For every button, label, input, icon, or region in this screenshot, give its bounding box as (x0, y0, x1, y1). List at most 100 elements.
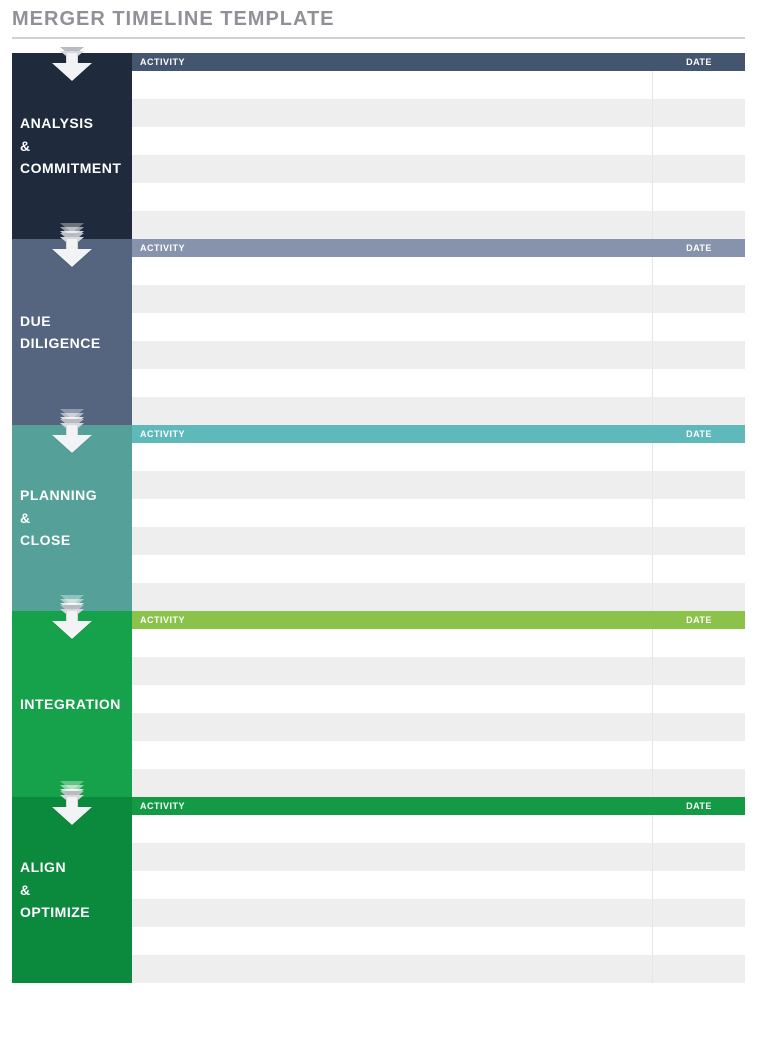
cell-date[interactable] (653, 313, 745, 341)
table-row[interactable] (132, 257, 745, 285)
table-row[interactable] (132, 713, 745, 741)
cell-activity[interactable] (132, 713, 653, 741)
cell-date[interactable] (653, 555, 745, 583)
cell-activity[interactable] (132, 313, 653, 341)
table-row[interactable] (132, 99, 745, 127)
phase-label-due-diligence: DUE DILIGENCE (12, 239, 132, 425)
cell-activity[interactable] (132, 211, 653, 239)
cell-date[interactable] (653, 629, 745, 657)
cell-date[interactable] (653, 741, 745, 769)
table-row[interactable] (132, 341, 745, 369)
cell-date[interactable] (653, 183, 745, 211)
phase-label-text: PLANNING & CLOSE (20, 484, 124, 551)
table-row[interactable] (132, 843, 745, 871)
table-row[interactable] (132, 815, 745, 843)
cell-activity[interactable] (132, 629, 653, 657)
table-row[interactable] (132, 583, 745, 611)
arrow-down-icon (52, 233, 92, 267)
table-row[interactable] (132, 871, 745, 899)
cell-date[interactable] (653, 127, 745, 155)
cell-date[interactable] (653, 369, 745, 397)
table-row[interactable] (132, 443, 745, 471)
table-row[interactable] (132, 397, 745, 425)
table-row[interactable] (132, 899, 745, 927)
column-header-row: ACTIVITYDATE (132, 425, 745, 443)
cell-date[interactable] (653, 99, 745, 127)
cell-date[interactable] (653, 443, 745, 471)
cell-activity[interactable] (132, 927, 653, 955)
cell-activity[interactable] (132, 443, 653, 471)
cell-activity[interactable] (132, 527, 653, 555)
cell-date[interactable] (653, 257, 745, 285)
table-row[interactable] (132, 71, 745, 99)
table-row[interactable] (132, 313, 745, 341)
cell-activity[interactable] (132, 499, 653, 527)
table-row[interactable] (132, 471, 745, 499)
cell-activity[interactable] (132, 769, 653, 797)
cell-date[interactable] (653, 527, 745, 555)
cell-activity[interactable] (132, 555, 653, 583)
phase-label-text: ALIGN & OPTIMIZE (20, 856, 124, 923)
table-row[interactable] (132, 211, 745, 239)
table-row[interactable] (132, 927, 745, 955)
phase-align-optimize: ALIGN & OPTIMIZEACTIVITYDATE (12, 797, 745, 983)
cell-activity[interactable] (132, 183, 653, 211)
cell-date[interactable] (653, 471, 745, 499)
table-row[interactable] (132, 285, 745, 313)
cell-date[interactable] (653, 657, 745, 685)
cell-date[interactable] (653, 927, 745, 955)
cell-activity[interactable] (132, 955, 653, 983)
cell-activity[interactable] (132, 71, 653, 99)
table-row[interactable] (132, 555, 745, 583)
table-row[interactable] (132, 527, 745, 555)
cell-date[interactable] (653, 71, 745, 99)
cell-activity[interactable] (132, 657, 653, 685)
cell-activity[interactable] (132, 741, 653, 769)
cell-date[interactable] (653, 397, 745, 425)
table-row[interactable] (132, 183, 745, 211)
cell-activity[interactable] (132, 155, 653, 183)
table-row[interactable] (132, 369, 745, 397)
cell-date[interactable] (653, 583, 745, 611)
cell-date[interactable] (653, 769, 745, 797)
cell-date[interactable] (653, 341, 745, 369)
merger-timeline-template: MERGER TIMELINE TEMPLATE ANALYSIS & COMM… (0, 0, 757, 995)
cell-date[interactable] (653, 899, 745, 927)
table-row[interactable] (132, 127, 745, 155)
table-row[interactable] (132, 769, 745, 797)
table-row[interactable] (132, 955, 745, 983)
cell-activity[interactable] (132, 99, 653, 127)
cell-activity[interactable] (132, 471, 653, 499)
table-row[interactable] (132, 155, 745, 183)
cell-date[interactable] (653, 499, 745, 527)
cell-activity[interactable] (132, 815, 653, 843)
cell-activity[interactable] (132, 843, 653, 871)
table-row[interactable] (132, 657, 745, 685)
cell-activity[interactable] (132, 899, 653, 927)
table-row[interactable] (132, 629, 745, 657)
table-row[interactable] (132, 685, 745, 713)
cell-activity[interactable] (132, 583, 653, 611)
cell-activity[interactable] (132, 369, 653, 397)
cell-date[interactable] (653, 211, 745, 239)
cell-date[interactable] (653, 285, 745, 313)
cell-date[interactable] (653, 955, 745, 983)
cell-date[interactable] (653, 843, 745, 871)
phase-content: ACTIVITYDATE (132, 239, 745, 425)
cell-activity[interactable] (132, 685, 653, 713)
cell-date[interactable] (653, 713, 745, 741)
cell-activity[interactable] (132, 127, 653, 155)
cell-date[interactable] (653, 871, 745, 899)
cell-date[interactable] (653, 155, 745, 183)
cell-activity[interactable] (132, 257, 653, 285)
cell-activity[interactable] (132, 397, 653, 425)
cell-date[interactable] (653, 685, 745, 713)
cell-activity[interactable] (132, 285, 653, 313)
table-row[interactable] (132, 499, 745, 527)
cell-date[interactable] (653, 815, 745, 843)
table-row[interactable] (132, 741, 745, 769)
cell-activity[interactable] (132, 871, 653, 899)
cell-activity[interactable] (132, 341, 653, 369)
phase-due-diligence: DUE DILIGENCEACTIVITYDATE (12, 239, 745, 425)
phase-label-text: DUE DILIGENCE (20, 310, 124, 355)
